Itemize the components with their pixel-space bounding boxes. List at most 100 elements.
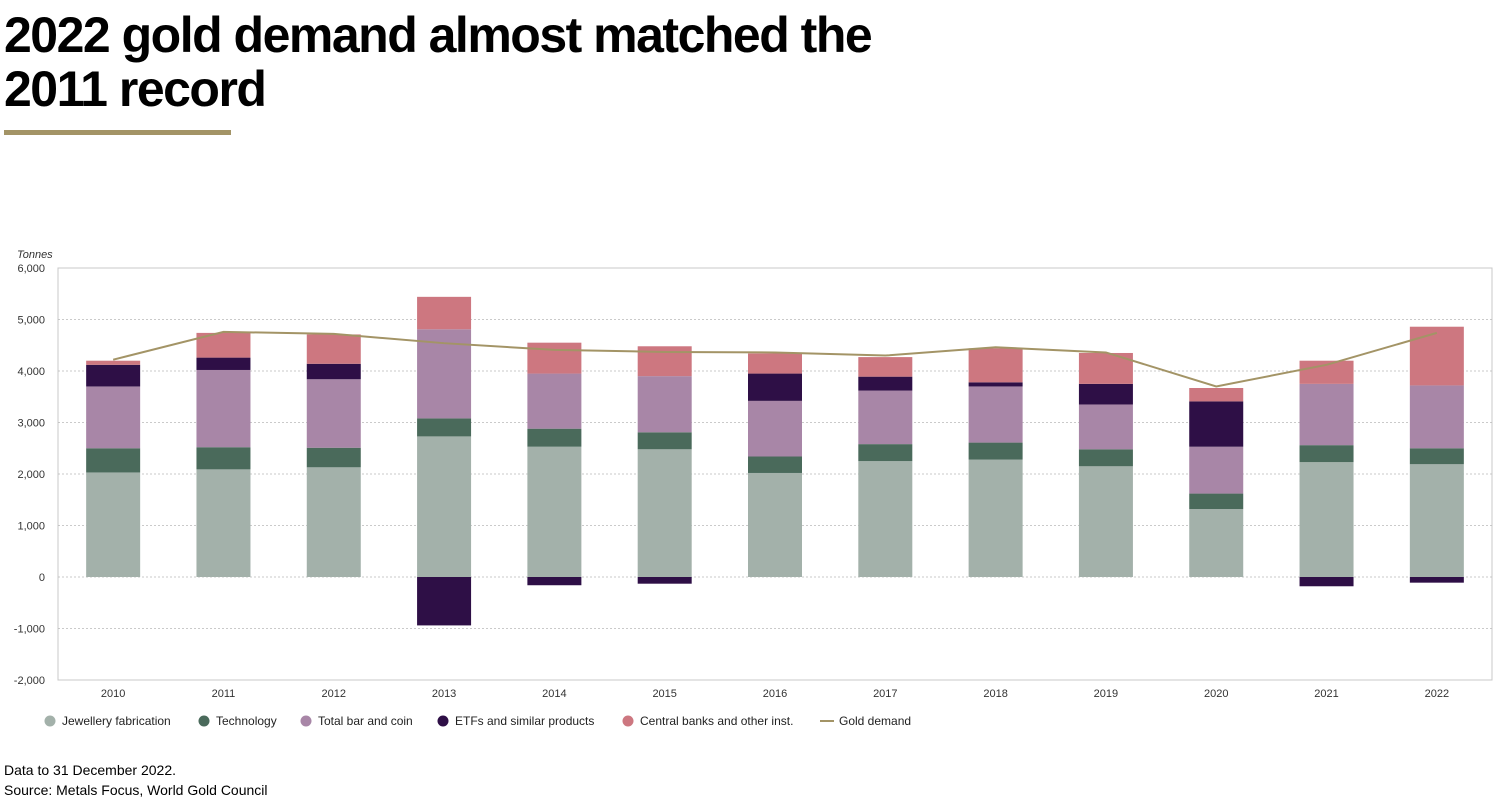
bar-central-banks-and-other-inst-2010 — [86, 360, 141, 365]
bar-central-banks-and-other-inst-2016 — [748, 353, 802, 374]
bar-etfs-and-similar-products-2022 — [1409, 577, 1464, 583]
y-tick-label: 5,000 — [17, 315, 45, 327]
legend-swatch — [437, 715, 449, 727]
bar-total-bar-and-coin-2022 — [1409, 385, 1464, 449]
y-tick-label: 6,000 — [17, 263, 45, 275]
title-accent-rule — [4, 130, 231, 135]
x-tick-label: 2019 — [1094, 688, 1118, 700]
bar-etfs-and-similar-products-2017 — [858, 376, 913, 391]
x-tick-label: 2012 — [322, 688, 346, 700]
bar-central-banks-and-other-inst-2022 — [1409, 326, 1464, 386]
y-axis-label: Tonnes — [17, 249, 53, 261]
bar-technology-2022 — [1409, 448, 1464, 465]
bar-jewellery-fabrication-2017 — [858, 461, 913, 577]
bar-etfs-and-similar-products-2015 — [637, 577, 692, 584]
page-title: 2022 gold demand almost matched the 2011… — [4, 7, 873, 117]
bar-technology-2010 — [86, 448, 141, 473]
bar-technology-2013 — [417, 418, 472, 437]
bar-total-bar-and-coin-2021 — [1299, 383, 1354, 446]
legend-swatch — [622, 715, 634, 727]
bar-central-banks-and-other-inst-2017 — [858, 357, 913, 377]
bar-jewellery-fabrication-2010 — [86, 472, 141, 577]
y-tick-label: 2,000 — [17, 469, 45, 481]
x-tick-label: 2011 — [212, 688, 236, 700]
bar-jewellery-fabrication-2020 — [1189, 509, 1244, 577]
bar-etfs-and-similar-products-2020 — [1189, 401, 1244, 447]
bar-technology-2020 — [1189, 493, 1244, 510]
legend-label: ETFs and similar products — [455, 714, 594, 728]
x-tick-label: 2016 — [763, 688, 787, 700]
bar-total-bar-and-coin-2018 — [968, 386, 1023, 443]
bar-technology-2017 — [858, 444, 913, 462]
x-tick-label: 2018 — [983, 688, 1007, 700]
bar-jewellery-fabrication-2012 — [306, 467, 361, 577]
bar-total-bar-and-coin-2020 — [1189, 446, 1244, 494]
bar-technology-2018 — [968, 442, 1023, 460]
bar-jewellery-fabrication-2021 — [1299, 462, 1354, 577]
bar-total-bar-and-coin-2016 — [748, 400, 802, 457]
legend-swatch — [300, 715, 312, 727]
footer-source: Source: Metals Focus, World Gold Council — [4, 782, 268, 798]
legend-swatch — [198, 715, 210, 727]
x-tick-label: 2020 — [1204, 688, 1228, 700]
title-line-2: 2011 record — [4, 61, 267, 117]
bar-technology-2016 — [748, 456, 802, 473]
bar-jewellery-fabrication-2015 — [637, 449, 692, 577]
bar-total-bar-and-coin-2015 — [637, 376, 692, 433]
bar-technology-2015 — [637, 432, 692, 450]
bar-etfs-and-similar-products-2014 — [527, 577, 582, 586]
x-tick-label: 2021 — [1314, 688, 1338, 700]
bar-technology-2021 — [1299, 445, 1354, 463]
y-tick-label: -1,000 — [14, 624, 45, 636]
legend-label: Technology — [216, 714, 277, 728]
legend-label: Total bar and coin — [318, 714, 413, 728]
x-tick-label: 2013 — [432, 688, 456, 700]
bar-total-bar-and-coin-2011 — [196, 369, 251, 448]
x-tick-label: 2022 — [1425, 688, 1449, 700]
bar-total-bar-and-coin-2014 — [527, 373, 582, 429]
x-tick-label: 2010 — [101, 688, 125, 700]
bar-technology-2019 — [1078, 449, 1133, 467]
bar-total-bar-and-coin-2010 — [86, 386, 141, 449]
legend-label: Central banks and other inst. — [640, 714, 793, 728]
bar-jewellery-fabrication-2022 — [1409, 464, 1464, 577]
bar-jewellery-fabrication-2013 — [417, 436, 472, 577]
y-tick-label: -2,000 — [14, 675, 45, 687]
x-tick-label: 2015 — [652, 688, 676, 700]
legend-swatch — [44, 715, 56, 727]
bar-jewellery-fabrication-2011 — [196, 469, 251, 577]
bar-jewellery-fabrication-2014 — [527, 446, 582, 577]
bar-etfs-and-similar-products-2013 — [417, 577, 472, 626]
legend-label: Jewellery fabrication — [62, 714, 171, 728]
bar-jewellery-fabrication-2018 — [968, 459, 1023, 577]
footer-note: Data to 31 December 2022. — [4, 762, 176, 778]
bar-etfs-and-similar-products-2010 — [86, 364, 141, 387]
bar-jewellery-fabrication-2016 — [748, 472, 802, 577]
bar-technology-2012 — [306, 447, 361, 468]
bar-jewellery-fabrication-2019 — [1078, 466, 1133, 577]
bar-central-banks-and-other-inst-2013 — [417, 296, 472, 330]
y-tick-label: 4,000 — [17, 366, 45, 378]
bar-total-bar-and-coin-2019 — [1078, 404, 1133, 450]
x-tick-label: 2017 — [873, 688, 897, 700]
bar-central-banks-and-other-inst-2020 — [1189, 387, 1244, 402]
bar-etfs-and-similar-products-2021 — [1299, 577, 1354, 587]
gold-demand-chart: -2,000 -1,000 0 1,000 2,000 3,000 4,000 5,000 6,… — [14, 249, 1493, 728]
bar-etfs-and-similar-products-2012 — [306, 363, 361, 380]
bar-technology-2014 — [527, 428, 582, 447]
bar-technology-2011 — [196, 447, 251, 470]
bar-etfs-and-similar-products-2011 — [196, 357, 251, 370]
bar-etfs-and-similar-products-2016 — [748, 373, 802, 401]
bar-etfs-and-similar-products-2018 — [968, 382, 1023, 387]
x-tick-label: 2014 — [542, 688, 566, 700]
bar-total-bar-and-coin-2012 — [306, 379, 361, 448]
bar-etfs-and-similar-products-2019 — [1078, 383, 1133, 405]
bar-central-banks-and-other-inst-2014 — [527, 342, 582, 374]
y-tick-label: 3,000 — [17, 418, 45, 430]
bar-total-bar-and-coin-2017 — [858, 390, 913, 445]
y-tick-label: 1,000 — [17, 521, 45, 533]
bar-central-banks-and-other-inst-2018 — [968, 348, 1023, 383]
gold-demand-line — [112, 330, 1438, 388]
legend-label: Gold demand — [839, 714, 911, 728]
title-line-1: 2022 gold demand almost matched the — [4, 7, 873, 63]
